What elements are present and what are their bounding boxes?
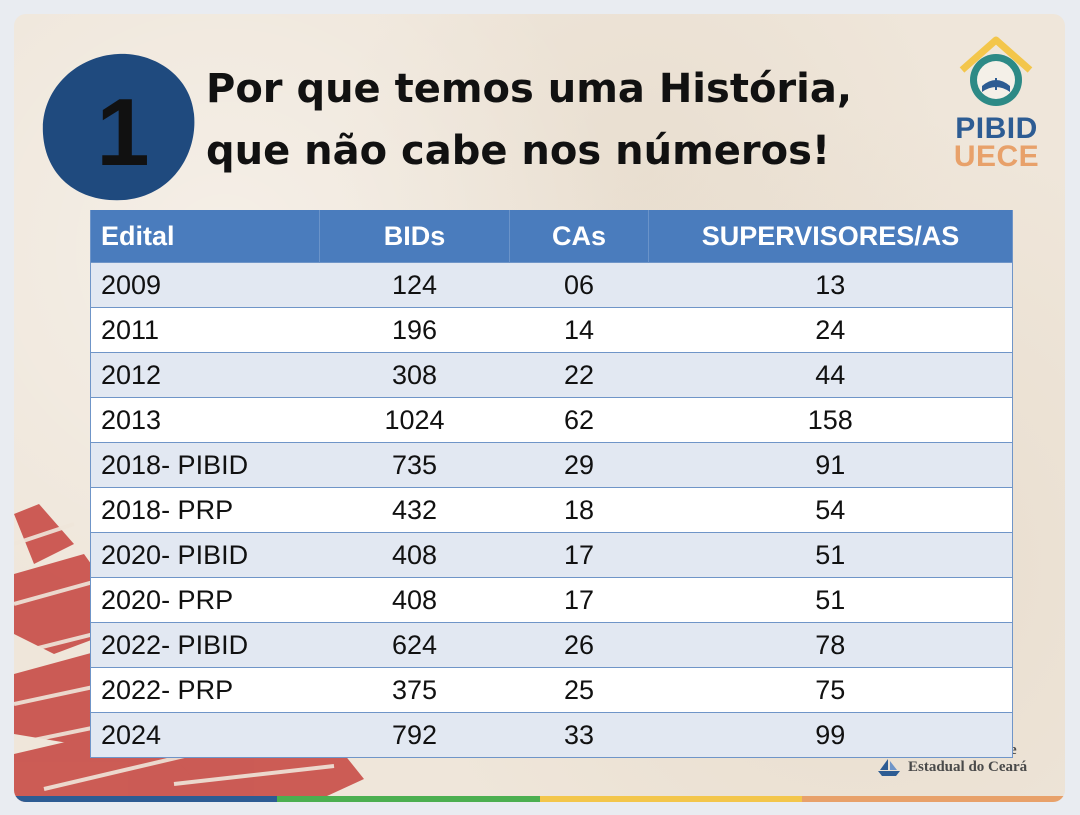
table-row: 2018- PRP 432 18 54 xyxy=(90,487,1013,533)
cell-bids: 196 xyxy=(319,307,510,353)
cell-supervisores: 158 xyxy=(648,397,1013,443)
cell-bids: 408 xyxy=(319,577,510,623)
bottom-color-bar xyxy=(14,796,1065,802)
table-row: 2024 792 33 99 xyxy=(90,712,1013,758)
cell-cas: 17 xyxy=(509,577,649,623)
cell-cas: 17 xyxy=(509,532,649,578)
table-row: 2018- PIBID 735 29 91 xyxy=(90,442,1013,488)
table-row: 2022- PIBID 624 26 78 xyxy=(90,622,1013,668)
number-badge xyxy=(40,50,196,202)
cell-cas: 26 xyxy=(509,622,649,668)
cell-cas: 25 xyxy=(509,667,649,713)
table-header-row: Edital BIDs CAs SUPERVISORES/AS xyxy=(90,210,1013,263)
cell-bids: 408 xyxy=(319,532,510,578)
cell-supervisores: 75 xyxy=(648,667,1013,713)
cell-edital: 2013 xyxy=(90,397,320,443)
table-row: 2020- PRP 408 17 51 xyxy=(90,577,1013,623)
cell-supervisores: 13 xyxy=(648,262,1013,308)
cell-edital: 2009 xyxy=(90,262,320,308)
ship-icon xyxy=(878,759,900,776)
cell-bids: 792 xyxy=(319,712,510,758)
cell-bids: 1024 xyxy=(319,397,510,443)
footer-partial-text: e xyxy=(1010,742,1017,758)
badge-number: 1 xyxy=(96,79,150,186)
title-line-2: que não cabe nos números! xyxy=(206,128,831,174)
cell-supervisores: 54 xyxy=(648,487,1013,533)
logo-text-pibid: PIBID xyxy=(955,112,1038,145)
cell-edital: 2020- PIBID xyxy=(90,532,320,578)
cell-supervisores: 51 xyxy=(648,577,1013,623)
cell-edital: 2022- PRP xyxy=(90,667,320,713)
cell-edital: 2012 xyxy=(90,352,320,398)
cell-edital: 2018- PIBID xyxy=(90,442,320,488)
cell-cas: 14 xyxy=(509,307,649,353)
cell-supervisores: 78 xyxy=(648,622,1013,668)
university-footer-logo: Estadual do Ceará xyxy=(876,752,1046,782)
cell-cas: 29 xyxy=(509,442,649,488)
header-bids: BIDs xyxy=(319,210,510,263)
cell-supervisores: 99 xyxy=(648,712,1013,758)
logo-text-uece: UECE xyxy=(953,140,1040,173)
cell-edital: 2022- PIBID xyxy=(90,622,320,668)
table-row: 2012 308 22 44 xyxy=(90,352,1013,398)
header-cas: CAs xyxy=(509,210,649,263)
editais-table: Edital BIDs CAs SUPERVISORES/AS 2009 124 0… xyxy=(90,210,1013,758)
cell-supervisores: 24 xyxy=(648,307,1013,353)
cell-bids: 432 xyxy=(319,487,510,533)
cell-cas: 06 xyxy=(509,262,649,308)
table-row: 2020- PIBID 408 17 51 xyxy=(90,532,1013,578)
cell-edital: 2020- PRP xyxy=(90,577,320,623)
header-supervisores: SUPERVISORES/AS xyxy=(648,210,1013,263)
cell-cas: 62 xyxy=(509,397,649,443)
cell-bids: 735 xyxy=(319,442,510,488)
cell-supervisores: 51 xyxy=(648,532,1013,578)
cell-cas: 22 xyxy=(509,352,649,398)
cell-bids: 308 xyxy=(319,352,510,398)
cell-bids: 624 xyxy=(319,622,510,668)
cell-cas: 18 xyxy=(509,487,649,533)
cell-supervisores: 44 xyxy=(648,352,1013,398)
table-row: 2009 124 06 13 xyxy=(90,262,1013,308)
table-row: 2013 1024 62 158 xyxy=(90,397,1013,443)
slide-title: Por que temos uma História, que não cabe… xyxy=(206,58,926,182)
title-line-1: Por que temos uma História, xyxy=(206,66,853,112)
cell-supervisores: 91 xyxy=(648,442,1013,488)
header-edital: Edital xyxy=(90,210,320,263)
cell-bids: 124 xyxy=(319,262,510,308)
table-row: 2011 196 14 24 xyxy=(90,307,1013,353)
cell-edital: 2024 xyxy=(90,712,320,758)
cell-edital: 2011 xyxy=(90,307,320,353)
table-row: 2022- PRP 375 25 75 xyxy=(90,667,1013,713)
slide: 1 Por que temos uma História, que não ca… xyxy=(14,14,1065,802)
footer-text: Estadual do Ceará xyxy=(908,758,1028,775)
house-book-icon xyxy=(959,36,1033,106)
pibid-uece-logo: PIBID UECE xyxy=(944,30,1049,173)
cell-bids: 375 xyxy=(319,667,510,713)
table-body: 2009 124 06 13 2011 196 14 24 2012 308 22 44 2013 102… xyxy=(90,262,1013,758)
cell-edital: 2018- PRP xyxy=(90,487,320,533)
cell-cas: 33 xyxy=(509,712,649,758)
